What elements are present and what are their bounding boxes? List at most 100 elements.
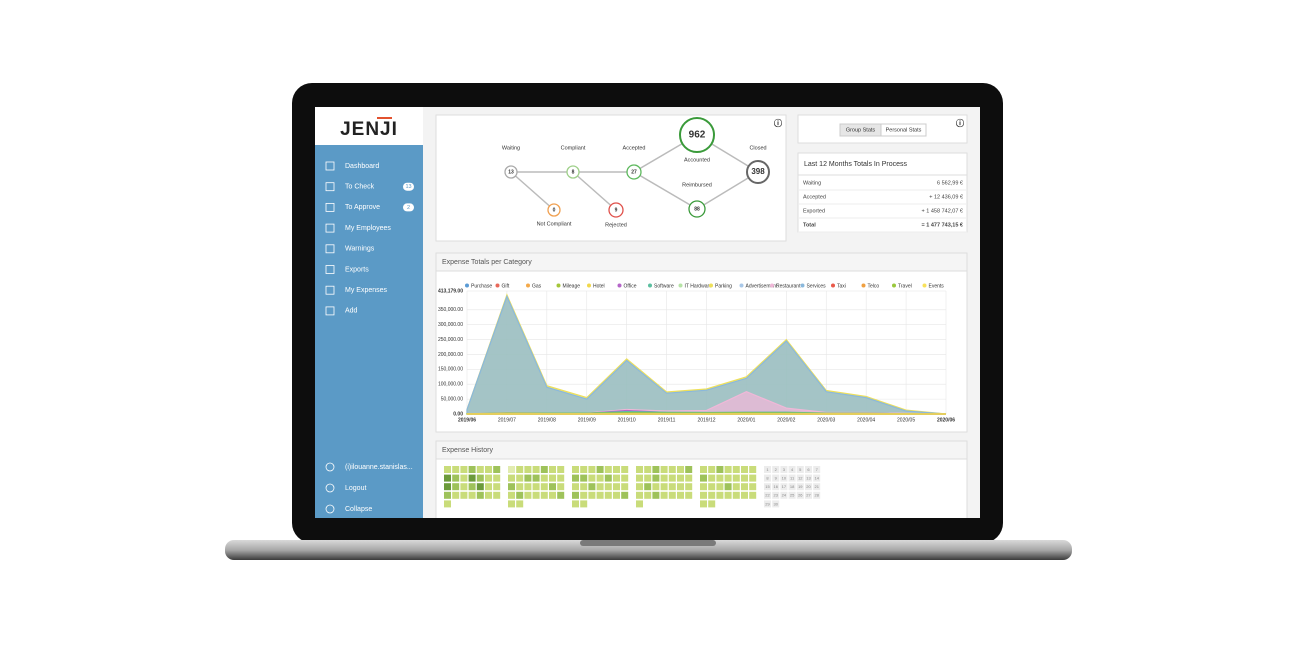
flow-node[interactable] [688, 200, 706, 218]
history-cell [613, 466, 620, 473]
day-number: 24 [782, 493, 787, 498]
flow-node[interactable] [566, 165, 580, 179]
history-cell [668, 491, 676, 499]
tab[interactable]: Personal Stats [886, 127, 922, 133]
legend-swatch [861, 283, 866, 288]
history-cell [741, 466, 748, 473]
stats-value: + 12 436,09 € [929, 194, 963, 200]
y-tick-label: 0.00 [453, 411, 463, 417]
nav-item[interactable]: Warnings [345, 246, 375, 253]
legend-label[interactable]: Software [654, 283, 674, 289]
day-number: 6 [807, 467, 810, 472]
nav-icon [325, 462, 335, 472]
flow-node[interactable] [504, 165, 518, 179]
nav-item[interactable]: Add [345, 308, 358, 315]
info-icon[interactable]: ⓘ [956, 118, 964, 128]
day-number: 4 [791, 467, 794, 472]
nav-item[interactable]: My Employees [345, 225, 391, 232]
legend-label[interactable]: Purchase [471, 283, 492, 289]
day-number: 18 [790, 484, 795, 489]
nav-item[interactable]: My Expenses [345, 287, 388, 294]
nav-icon [325, 306, 335, 316]
history-cell [741, 491, 748, 499]
legend-swatch [831, 283, 835, 288]
day-number: 11 [790, 475, 795, 480]
legend-label[interactable]: IT Hardware [685, 283, 713, 289]
day-cell [813, 491, 821, 499]
tab[interactable]: Group Stats [846, 127, 876, 133]
legend-swatch [800, 283, 805, 288]
day-cell [788, 474, 796, 482]
nav-item[interactable]: To Approve [345, 204, 380, 211]
nav-item[interactable]: Exports [345, 266, 369, 273]
legend-label[interactable]: Advertisement [746, 283, 779, 289]
legend-label[interactable]: Mileage [563, 283, 581, 289]
day-cell [772, 466, 780, 473]
history-cell [580, 466, 588, 473]
legend-label[interactable]: Parking [715, 283, 732, 289]
flow-node[interactable] [679, 117, 715, 153]
legend-label[interactable]: Office [624, 283, 637, 289]
legend-label[interactable]: Hotel [593, 283, 605, 289]
info-icon[interactable]: ⓘ [774, 118, 782, 128]
history-cell [532, 466, 540, 473]
history-cell [444, 491, 451, 499]
history-cell [493, 483, 501, 491]
history-cell [604, 474, 612, 482]
day-cell [772, 483, 780, 491]
flow-node[interactable] [547, 203, 561, 217]
history-cell [652, 466, 660, 473]
day-cell [764, 483, 771, 491]
history-cell [572, 491, 579, 499]
history-cell [557, 491, 565, 499]
history-cell [540, 483, 548, 491]
flow-node[interactable] [608, 202, 624, 218]
day-cell [805, 466, 812, 473]
nav-item[interactable]: To Check [345, 184, 375, 191]
stats-label: Accepted [803, 194, 826, 200]
history-cell [444, 500, 451, 508]
nav-item[interactable]: Dashboard [345, 163, 379, 170]
history-cell [452, 491, 460, 499]
history-cell [557, 483, 565, 491]
stats-label: Waiting [803, 180, 821, 186]
day-number: 19 [798, 484, 803, 489]
day-cell [764, 491, 771, 499]
history-cell [588, 491, 596, 499]
x-tick-label: 2020/01 [737, 417, 755, 423]
flow-node[interactable] [746, 160, 770, 184]
flow-node[interactable] [626, 164, 642, 180]
legend-label[interactable]: Taxi [837, 283, 846, 289]
nav-item[interactable]: Collapse [345, 506, 372, 513]
legend-label[interactable]: Services [807, 283, 827, 289]
x-tick-label: 2020/03 [817, 417, 835, 423]
history-cell [613, 491, 620, 499]
history-cell [540, 491, 548, 499]
x-tick-label: 2019/11 [658, 417, 676, 423]
legend-swatch [556, 283, 561, 288]
history-header [435, 440, 968, 460]
history-cell [540, 466, 548, 473]
legend-label[interactable]: Telco [868, 283, 880, 289]
y-tick-label: 300,000.00 [438, 322, 463, 328]
legend-label[interactable]: Gift [502, 283, 510, 289]
history-cell [532, 483, 540, 491]
chart-title: Expense Totals per Category [442, 259, 532, 266]
tab-active [839, 123, 882, 137]
day-number: 25 [790, 493, 795, 498]
legend-label[interactable]: Gas [532, 283, 542, 289]
legend-label[interactable]: Events [929, 283, 945, 289]
history-cell [749, 491, 757, 499]
history-cell [485, 474, 492, 482]
node-label: Reimbursed [682, 182, 712, 188]
legend-label[interactable]: Travel [898, 283, 912, 289]
history-cell [476, 483, 484, 491]
history-cell [516, 483, 524, 491]
history-cell [677, 491, 684, 499]
legend-swatch [526, 283, 530, 288]
nav-item[interactable]: Logout [345, 485, 366, 492]
nav-icon [325, 504, 335, 514]
legend-label[interactable]: Restaurant [776, 283, 801, 289]
day-number: 28 [814, 493, 819, 498]
nav-item[interactable]: (i)ilouanne.stanislas... [345, 464, 413, 471]
